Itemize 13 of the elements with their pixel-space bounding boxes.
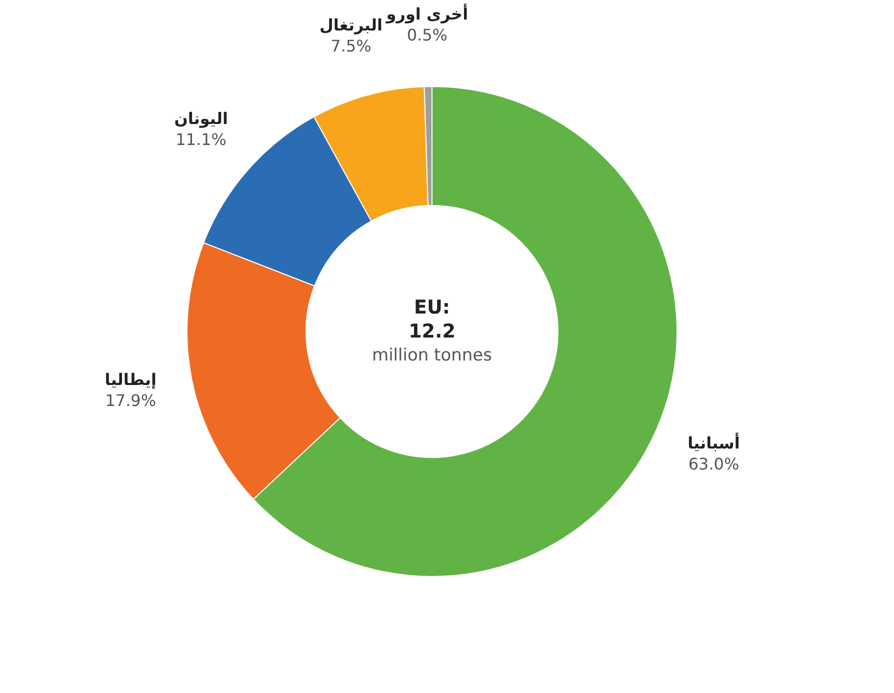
data-label: 63.0% [688,454,740,474]
slice-label: البرتغال [320,15,382,34]
text: 12.2 [408,320,456,342]
slice-label: أسبانيا [688,432,740,452]
data-label: 11.1% [176,130,226,150]
slice-label: إيطاليا [104,370,156,389]
text: EU: [414,296,450,318]
text: million tonnes [372,346,492,366]
data-label: 0.5% [406,26,448,45]
slice-label: أخرى اورو [385,4,468,24]
data-label: 7.5% [330,36,372,56]
slice-label: اليونان [174,109,228,128]
data-label: 17.9% [105,390,156,410]
